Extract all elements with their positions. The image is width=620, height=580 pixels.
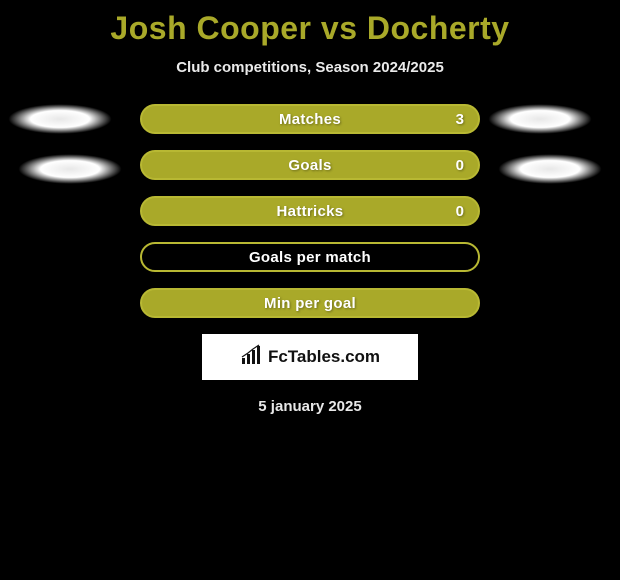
shadow-ellipse [8, 104, 112, 134]
shadow-ellipse [488, 104, 592, 134]
stat-value: 0 [456, 203, 464, 220]
comparison-chart: Matches 3 Goals 0 Hattricks 0 Goals per match M… [0, 104, 620, 318]
stat-bar: Matches 3 [140, 104, 480, 134]
shadow-ellipse [498, 154, 602, 184]
stat-label: Hattricks [277, 203, 344, 220]
stat-bar: Hattricks 0 [140, 196, 480, 226]
stat-label: Goals [288, 157, 331, 174]
shadow-ellipse [18, 154, 122, 184]
page-title: Josh Cooper vs Docherty [0, 0, 620, 47]
stat-bar: Goals 0 [140, 150, 480, 180]
logo-box: FcTables.com [202, 334, 418, 380]
date-line: 5 january 2025 [0, 398, 620, 415]
stat-bar: Goals per match [140, 242, 480, 272]
stat-label: Min per goal [264, 295, 356, 312]
stat-bar: Min per goal [140, 288, 480, 318]
bars-container: Matches 3 Goals 0 Hattricks 0 Goals per match M… [0, 104, 620, 318]
stat-label: Matches [279, 111, 341, 128]
bar-chart-icon [240, 344, 262, 371]
stat-label: Goals per match [249, 249, 371, 266]
stat-value: 0 [456, 157, 464, 174]
logo-text: FcTables.com [268, 347, 380, 367]
subtitle: Club competitions, Season 2024/2025 [0, 59, 620, 76]
stat-value: 3 [456, 111, 464, 128]
